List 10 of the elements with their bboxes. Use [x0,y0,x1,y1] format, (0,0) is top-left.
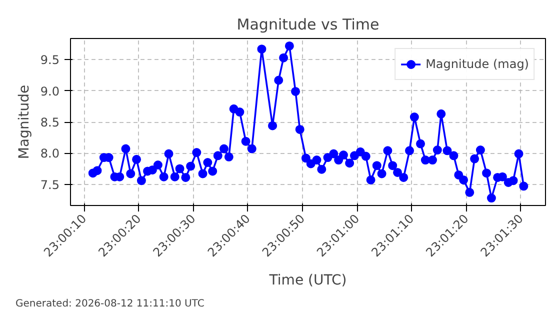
y-tick-label: 7.5 [40,178,60,192]
chart-title: Magnitude vs Time [236,16,380,34]
x-axis-title: Time (UTC) [268,272,347,289]
y-axis-title: Magnitude [16,84,32,160]
y-tick-label: 8.0 [40,146,60,161]
text: Generated: 2026-08-12 11:11:10 UTC [16,298,204,310]
y-tick-label: 9.5 [40,53,60,68]
legend-label: Magnitude (mag) [426,57,529,71]
y-tick-label: 9.0 [40,84,60,98]
y-tick-label: 8.5 [40,116,60,130]
